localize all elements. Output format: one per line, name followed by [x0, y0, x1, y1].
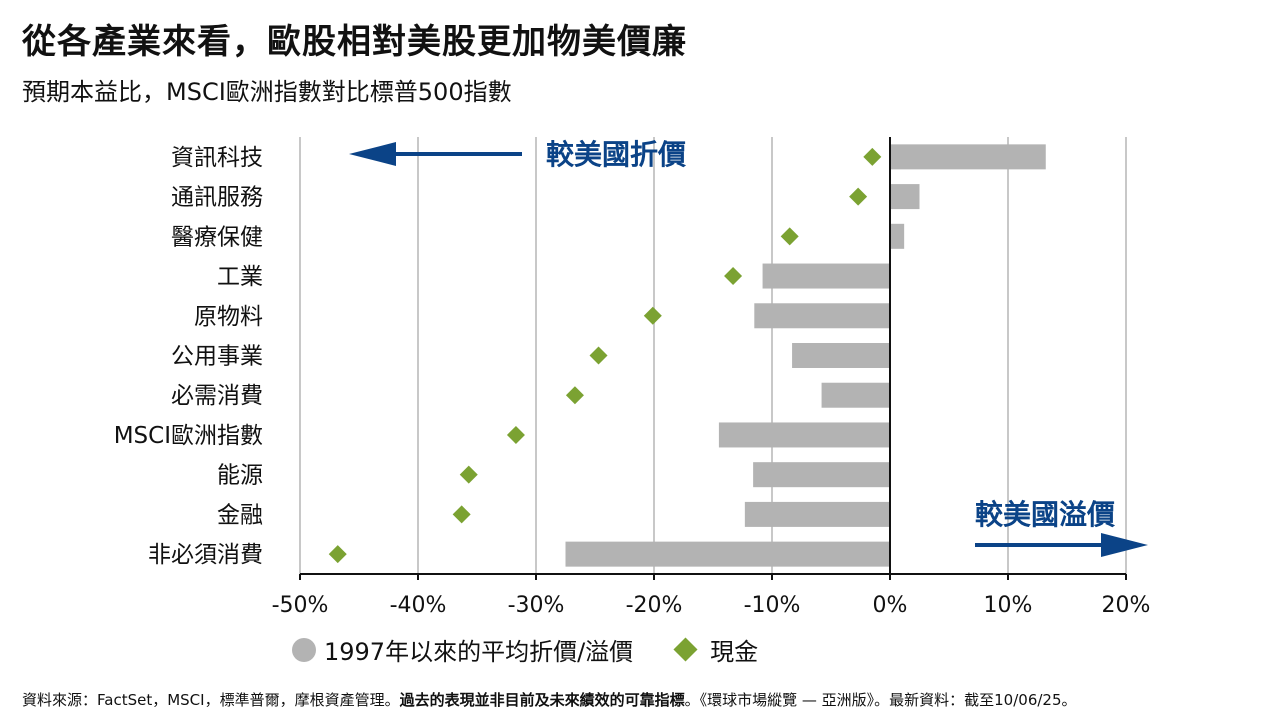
footer-note: 資料來源：FactSet，MSCI，標準普爾，摩根資產管理。過去的表現並非目前及…	[22, 689, 1077, 710]
category-label: 資訊科技	[171, 145, 263, 171]
page-subtitle: 預期本益比，MSCI歐洲指數對比標普500指數	[22, 78, 512, 106]
legend-bar-swatch	[292, 637, 316, 662]
x-tick-label: 20%	[1102, 593, 1151, 618]
right-arrow-head	[1101, 533, 1148, 557]
x-tick-label: -30%	[508, 593, 565, 618]
grid-layer	[299, 137, 1127, 574]
bar	[753, 462, 890, 488]
x-tick-label: -10%	[744, 593, 801, 618]
category-label: 公用事業	[171, 344, 263, 370]
bar	[762, 263, 890, 289]
footer-source: 資料來源：FactSet，MSCI，標準普爾，摩根資產管理。	[22, 691, 400, 709]
bar	[890, 144, 1046, 170]
legend-avg-label: 1997年以來的平均折價/溢價	[324, 638, 634, 666]
legend-current-label: 現金	[710, 638, 759, 666]
diamond-point	[589, 346, 608, 365]
discount-annotation: 較美國折價	[349, 138, 687, 171]
x-tick-label: -40%	[390, 593, 447, 618]
page-title: 從各產業來看，歐股相對美股更加物美價廉	[22, 22, 687, 62]
x-tick-label: -20%	[626, 593, 683, 618]
bar	[890, 223, 905, 249]
category-label: 醫療保健	[171, 224, 263, 250]
x-tick-label: 10%	[984, 593, 1033, 618]
bar	[792, 343, 890, 368]
x-tick-label: -50%	[272, 593, 329, 618]
diamond-point	[328, 545, 347, 564]
diamond-layer	[328, 147, 882, 564]
axis-layer	[299, 137, 1127, 580]
bar	[754, 303, 890, 329]
category-label: 非必須消費	[148, 542, 263, 568]
category-label: 金融	[217, 502, 263, 528]
label-layer: -50% -40% -30% -20% -10% 0% 10% 20% 資訊科技通訊服務醫療保健…	[114, 145, 1151, 618]
diamond-point	[863, 147, 882, 166]
legend-diamond-swatch	[673, 637, 698, 662]
diamond-point	[724, 267, 743, 286]
bar	[718, 422, 890, 448]
bar	[890, 184, 920, 210]
legend: 1997年以來的平均折價/溢價 現金	[292, 632, 758, 667]
diamond-point	[780, 227, 799, 246]
diamond-point	[643, 306, 662, 325]
category-label: 能源	[217, 463, 263, 489]
diamond-point	[849, 187, 868, 206]
premium-annotation: 較美國溢價	[975, 498, 1148, 557]
discount-label: 較美國折價	[546, 138, 687, 171]
x-tick-label: 0%	[873, 593, 908, 618]
left-arrow-head	[349, 142, 396, 166]
category-label: 原物料	[194, 304, 263, 330]
diamond-point	[565, 386, 584, 405]
bar-layer	[565, 144, 1046, 567]
category-label: MSCI歐洲指數	[114, 423, 263, 449]
diamond-point	[452, 505, 471, 524]
bar	[565, 541, 890, 567]
diamond-point	[459, 465, 478, 484]
category-label: 通訊服務	[171, 185, 263, 211]
bar	[821, 382, 890, 408]
diamond-point	[506, 425, 525, 444]
category-label: 必需消費	[171, 383, 263, 409]
footer-date: 。《環球市場縱覽 — 亞洲版》。最新資料：截至10/06/25。	[684, 691, 1077, 709]
premium-label: 較美國溢價	[975, 498, 1116, 531]
category-label: 工業	[217, 264, 263, 290]
bar	[744, 501, 890, 527]
footer-disclaimer: 過去的表現並非目前及未來績效的可靠指標	[399, 691, 685, 709]
